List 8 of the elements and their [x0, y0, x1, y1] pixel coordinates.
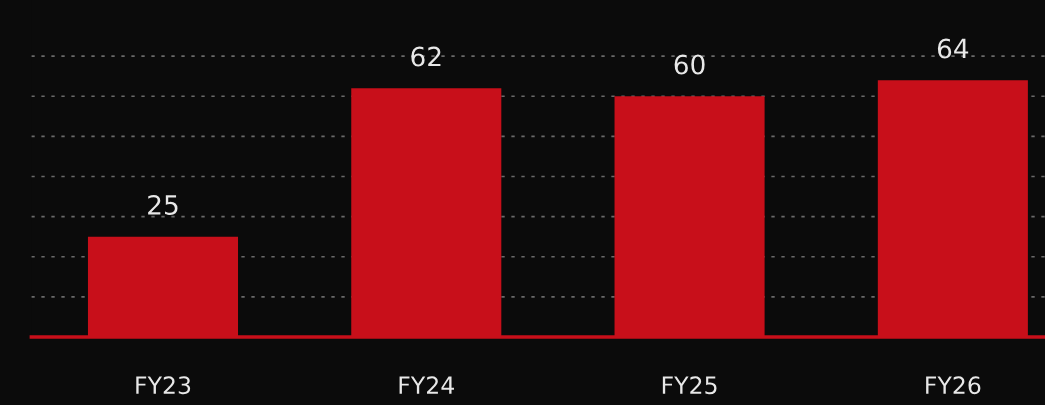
x-tick-label: FY25 [662, 376, 717, 395]
data-label: 62 [411, 46, 441, 67]
data-label: 60 [674, 54, 705, 75]
x-tick-label: FY23 [136, 376, 191, 395]
data-label: 25 [148, 194, 178, 215]
x-tick-label: FY26 [926, 376, 981, 395]
x-tick-label: FY24 [399, 376, 454, 394]
data-label: 64 [937, 38, 969, 59]
